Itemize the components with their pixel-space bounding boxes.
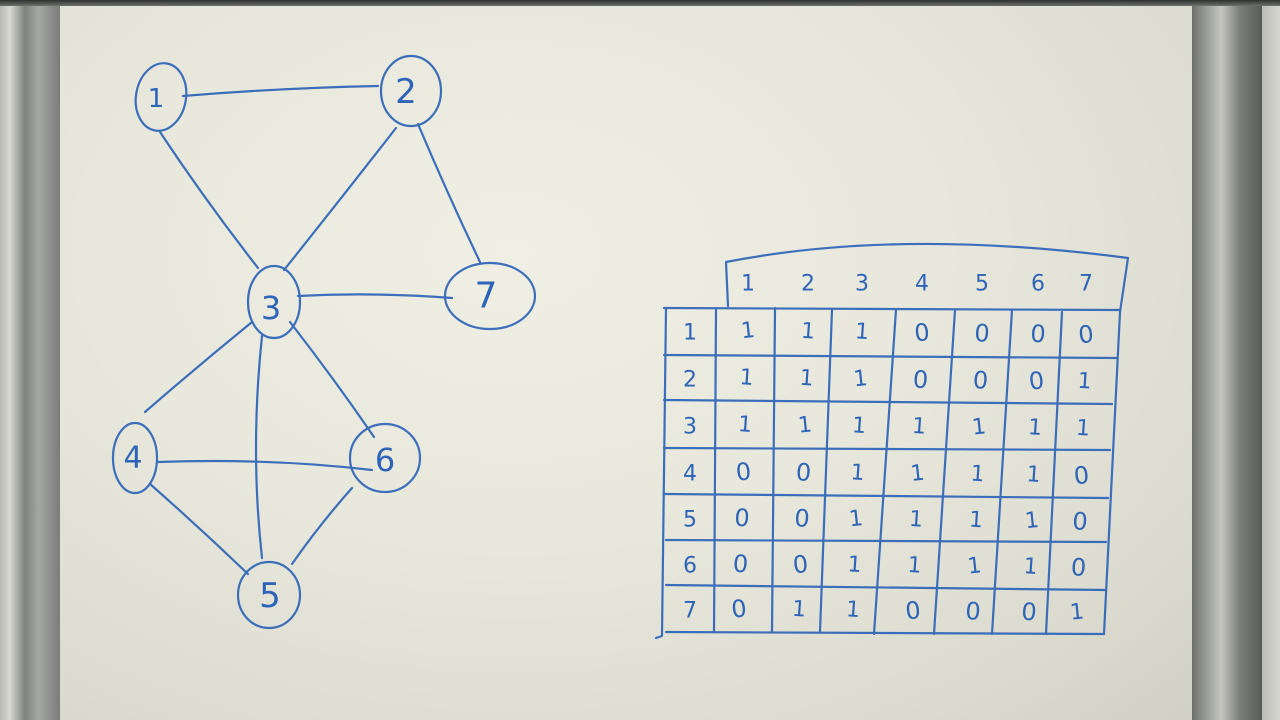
matrix-cell: 0 [1072, 461, 1090, 490]
matrix-cell: 1 [851, 413, 867, 439]
matrix-cell: 0 [964, 597, 981, 626]
edge-4-5 [150, 484, 248, 574]
matrix-cell: 1 [966, 553, 983, 579]
matrix-cell: 0 [732, 550, 749, 579]
matrix-cell: 1 [800, 319, 816, 345]
matrix-cell: 1 [911, 414, 927, 440]
matrix-cell: 1 [1077, 369, 1093, 395]
edge-3-4 [145, 322, 252, 412]
matrix-col-header-2: 2 [801, 272, 815, 297]
matrix-cell: 1 [1075, 416, 1091, 442]
matrix-cell: 1 [971, 414, 988, 440]
matrix-cell: 0 [1029, 320, 1046, 349]
edge-3-7 [298, 294, 452, 298]
matrix-cell: 0 [730, 594, 748, 623]
matrix-cell: 1 [1023, 554, 1039, 580]
matrix-cell: 1 [797, 412, 814, 438]
edge-1-2 [183, 86, 378, 96]
matrix-cell: 1 [847, 552, 863, 578]
matrix-cell: 1 [737, 412, 753, 438]
matrix-col-header-4: 4 [915, 272, 929, 297]
graph-node-6-label: 6 [375, 441, 395, 479]
edge-5-6 [292, 488, 352, 564]
matrix-cell: 1 [970, 461, 986, 487]
matrix-cell: 1 [909, 461, 926, 487]
matrix-row-header-2: 2 [683, 368, 697, 393]
matrix-cell: 0 [913, 318, 931, 347]
edge-1-3 [160, 132, 258, 268]
matrix-row-header-5: 5 [683, 508, 697, 533]
matrix-cell: 0 [912, 365, 929, 394]
matrix-cell: 1 [845, 597, 861, 623]
matrix-cell: 1 [1027, 415, 1043, 441]
matrix-cell: 0 [972, 366, 989, 395]
matrix-cell: 1 [1024, 508, 1041, 534]
matrix-col-header-6: 6 [1031, 272, 1045, 297]
graph-node-2-label: 2 [395, 72, 417, 112]
graph-node-7-label: 7 [475, 276, 498, 317]
matrix-cell: 0 [1020, 598, 1037, 627]
matrix-col-header-5: 5 [975, 272, 989, 297]
matrix-col-header-1: 1 [741, 272, 755, 297]
matrix-cell: 0 [1077, 320, 1095, 349]
graph-edges [145, 86, 480, 574]
edge-3-6 [290, 322, 374, 437]
matrix-row-header-1: 1 [683, 321, 697, 346]
matrix-cell: 0 [973, 319, 990, 348]
matrix-row-header-3: 3 [683, 415, 697, 440]
graph-node-5-label: 5 [259, 576, 281, 616]
matrix-col-header-7: 7 [1079, 272, 1093, 297]
matrix-cell: 1 [791, 597, 807, 623]
matrix-cell: 1 [799, 366, 815, 392]
matrix-row-header-6: 6 [683, 554, 697, 579]
matrix-row-header-4: 4 [683, 462, 697, 487]
edge-4-6 [158, 461, 372, 470]
matrix-cell: 0 [1027, 366, 1045, 395]
matrix-cell: 1 [907, 553, 923, 579]
matrix-cell: 1 [854, 319, 870, 345]
edge-2-7 [418, 124, 480, 262]
matrix-cell: 1 [908, 507, 924, 533]
graph-node-1-label: 1 [148, 84, 165, 114]
matrix-cell: 1 [848, 506, 865, 532]
matrix-cell: 0 [904, 596, 922, 625]
edge-2-3 [284, 128, 396, 270]
matrix-cell: 0 [791, 550, 809, 579]
graph-nodes [113, 56, 535, 628]
matrix-row-header-7: 7 [683, 599, 697, 624]
matrix-col-header-3: 3 [855, 272, 869, 297]
graph-node-4-label: 4 [123, 441, 142, 476]
matrix-cell: 1 [1026, 462, 1042, 488]
matrix-cell: 1 [740, 318, 757, 344]
matrix-cell: 1 [968, 507, 984, 533]
matrix-cell: 1 [852, 366, 869, 392]
edge-3-5 [256, 336, 262, 558]
adjacency-matrix-grid [656, 244, 1128, 638]
graph-node-3-label: 3 [261, 289, 281, 327]
matrix-cell: 0 [1071, 507, 1088, 536]
matrix-cell: 1 [850, 460, 866, 486]
matrix-cell: 0 [795, 458, 812, 487]
matrix-cell: 0 [793, 504, 810, 533]
matrix-cell: 1 [739, 365, 755, 391]
matrix-cell: 0 [734, 457, 752, 486]
matrix-cell: 0 [1070, 553, 1087, 582]
matrix-cell: 1 [1069, 599, 1086, 625]
matrix-cell: 0 [733, 504, 750, 533]
